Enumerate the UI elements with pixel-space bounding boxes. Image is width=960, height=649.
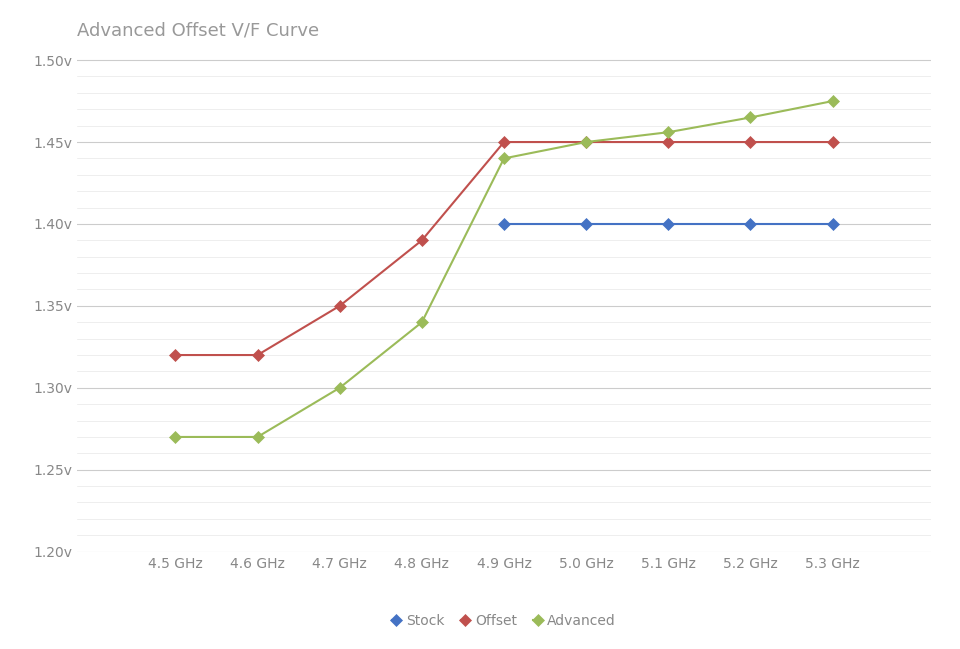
Advanced — [416, 319, 427, 326]
Line: Offset: Offset — [171, 138, 837, 359]
Stock — [827, 220, 838, 228]
Offset — [416, 236, 427, 244]
Advanced — [334, 384, 346, 392]
Legend: Stock, Offset, Advanced: Stock, Offset, Advanced — [386, 609, 622, 633]
Text: Advanced Offset V/F Curve: Advanced Offset V/F Curve — [77, 21, 319, 39]
Offset — [498, 138, 510, 146]
Advanced — [170, 433, 181, 441]
Offset — [170, 351, 181, 359]
Advanced — [498, 154, 510, 162]
Offset — [662, 138, 674, 146]
Offset — [581, 138, 592, 146]
Stock — [498, 220, 510, 228]
Advanced — [581, 138, 592, 146]
Stock — [662, 220, 674, 228]
Line: Stock: Stock — [500, 220, 837, 228]
Advanced — [662, 129, 674, 136]
Offset — [334, 302, 346, 310]
Offset — [827, 138, 838, 146]
Advanced — [745, 114, 756, 121]
Stock — [745, 220, 756, 228]
Advanced — [827, 97, 838, 105]
Stock — [581, 220, 592, 228]
Offset — [252, 351, 263, 359]
Line: Advanced: Advanced — [171, 97, 837, 441]
Offset — [745, 138, 756, 146]
Advanced — [252, 433, 263, 441]
